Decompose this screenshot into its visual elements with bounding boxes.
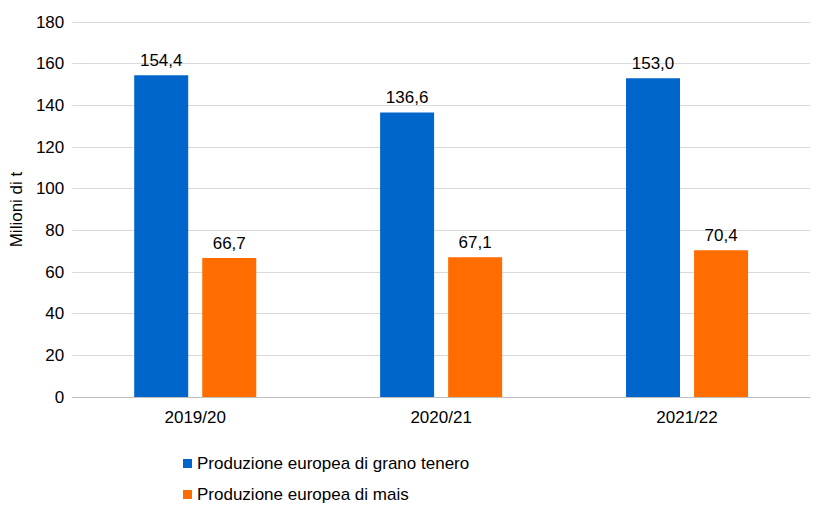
svg-text:80: 80	[45, 221, 64, 240]
svg-text:67,1: 67,1	[459, 233, 492, 252]
svg-text:160: 160	[36, 54, 64, 73]
svg-text:120: 120	[36, 138, 64, 157]
svg-text:140: 140	[36, 96, 64, 115]
svg-text:100: 100	[36, 179, 64, 198]
svg-text:2020/21: 2020/21	[410, 408, 471, 427]
svg-text:60: 60	[45, 263, 64, 282]
svg-text:20: 20	[45, 346, 64, 365]
svg-text:0: 0	[55, 388, 64, 407]
svg-text:Produzione europea di mais: Produzione europea di mais	[197, 485, 409, 504]
svg-text:70,4: 70,4	[705, 226, 738, 245]
svg-text:66,7: 66,7	[213, 234, 246, 253]
svg-text:2021/22: 2021/22	[656, 408, 717, 427]
svg-text:153,0: 153,0	[632, 54, 675, 73]
svg-text:180: 180	[36, 13, 64, 32]
svg-text:2019/20: 2019/20	[164, 408, 225, 427]
svg-text:Produzione europea di grano te: Produzione europea di grano tenero	[197, 454, 469, 473]
svg-text:Milioni di t: Milioni di t	[7, 171, 26, 247]
svg-text:136,6: 136,6	[386, 88, 429, 107]
svg-text:40: 40	[45, 304, 64, 323]
svg-text:154,4: 154,4	[140, 51, 183, 70]
